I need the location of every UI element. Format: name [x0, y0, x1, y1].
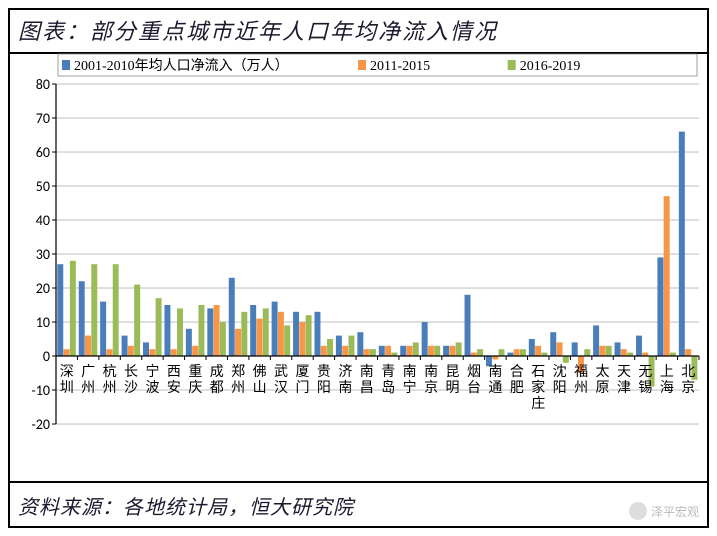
svg-text:都: 都	[210, 380, 224, 396]
svg-text:阳: 阳	[317, 380, 331, 396]
svg-text:40: 40	[36, 212, 50, 229]
svg-text:明: 明	[446, 381, 460, 396]
watermark: 泽平宏观	[629, 502, 699, 520]
svg-text:太: 太	[596, 364, 610, 380]
svg-text:宁: 宁	[145, 363, 159, 380]
svg-text:锡: 锡	[638, 380, 652, 396]
svg-text:京: 京	[681, 380, 695, 396]
svg-text:原: 原	[596, 381, 610, 396]
svg-text:2011-2015: 2011-2015	[370, 59, 430, 74]
svg-text:广: 广	[81, 364, 95, 380]
svg-text:2016-2019: 2016-2019	[520, 59, 581, 74]
svg-text:青: 青	[381, 364, 395, 380]
svg-text:阳: 阳	[553, 380, 567, 396]
svg-text:州: 州	[81, 381, 95, 396]
svg-text:厦: 厦	[295, 365, 309, 380]
svg-text:州: 州	[103, 381, 117, 396]
svg-text:80: 80	[36, 76, 50, 93]
svg-text:60: 60	[36, 144, 50, 161]
svg-text:肥: 肥	[510, 381, 524, 396]
svg-text:津: 津	[617, 380, 631, 396]
svg-text:南: 南	[424, 364, 438, 380]
svg-text:西: 西	[167, 365, 181, 380]
svg-text:合: 合	[510, 364, 524, 380]
svg-text:-20: -20	[32, 416, 50, 433]
svg-text:天: 天	[617, 365, 631, 380]
svg-text:沈: 沈	[553, 364, 567, 380]
watermark-text: 泽平宏观	[651, 503, 699, 520]
chart-source: 资料来源：各地统计局，恒大研究院	[8, 481, 709, 528]
svg-text:佛: 佛	[253, 364, 267, 380]
bar-chart: -20-1001020304050607080深圳广州杭州长沙宁波西安重庆成都郑…	[8, 50, 709, 480]
svg-text:南: 南	[488, 364, 502, 380]
svg-text:波: 波	[145, 380, 159, 396]
svg-text:圳: 圳	[60, 380, 74, 396]
svg-text:2001-2010年均人口净流入（万人）: 2001-2010年均人口净流入（万人）	[74, 58, 289, 74]
svg-text:南: 南	[338, 380, 352, 396]
svg-text:宁: 宁	[403, 379, 417, 396]
svg-text:30: 30	[36, 246, 50, 263]
svg-text:汉: 汉	[274, 380, 288, 396]
chart-area: -20-1001020304050607080深圳广州杭州长沙宁波西安重庆成都郑…	[8, 50, 709, 488]
svg-text:门: 门	[295, 380, 309, 396]
svg-text:郑: 郑	[231, 364, 245, 380]
svg-text:海: 海	[660, 380, 674, 396]
svg-text:-10: -10	[32, 382, 50, 399]
svg-text:烟: 烟	[467, 364, 481, 380]
svg-text:州: 州	[574, 381, 588, 396]
svg-text:0: 0	[43, 348, 50, 365]
chart-title: 图表：部分重点城市近年人口年均净流入情况	[8, 8, 709, 54]
svg-text:20: 20	[36, 280, 50, 297]
svg-text:杭: 杭	[103, 364, 117, 380]
svg-text:昌: 昌	[360, 381, 374, 396]
svg-text:贵: 贵	[317, 364, 331, 380]
svg-text:长: 长	[124, 364, 138, 380]
svg-text:石: 石	[531, 365, 545, 380]
svg-text:庆: 庆	[188, 380, 202, 396]
svg-text:京: 京	[424, 380, 438, 396]
svg-text:昆: 昆	[446, 365, 460, 380]
svg-text:台: 台	[467, 380, 481, 396]
svg-text:上: 上	[660, 364, 674, 380]
svg-text:深: 深	[60, 364, 74, 380]
svg-text:庄: 庄	[531, 395, 545, 412]
svg-text:安: 安	[167, 380, 181, 396]
svg-text:山: 山	[253, 380, 267, 396]
svg-text:家: 家	[531, 379, 545, 396]
svg-text:州: 州	[231, 381, 245, 396]
svg-text:70: 70	[36, 110, 50, 127]
svg-text:南: 南	[403, 364, 417, 380]
svg-text:重: 重	[188, 364, 202, 380]
svg-text:南: 南	[360, 364, 374, 380]
svg-text:成: 成	[210, 364, 224, 380]
svg-text:岛: 岛	[381, 380, 395, 396]
svg-text:济: 济	[338, 364, 352, 380]
svg-text:10: 10	[36, 314, 50, 331]
watermark-icon	[629, 502, 647, 520]
svg-text:武: 武	[274, 364, 288, 380]
svg-text:通: 通	[488, 380, 502, 396]
svg-text:北: 北	[681, 364, 695, 380]
svg-text:无: 无	[638, 365, 652, 380]
svg-text:50: 50	[36, 178, 50, 195]
svg-text:福: 福	[574, 364, 588, 380]
svg-text:沙: 沙	[124, 381, 138, 396]
